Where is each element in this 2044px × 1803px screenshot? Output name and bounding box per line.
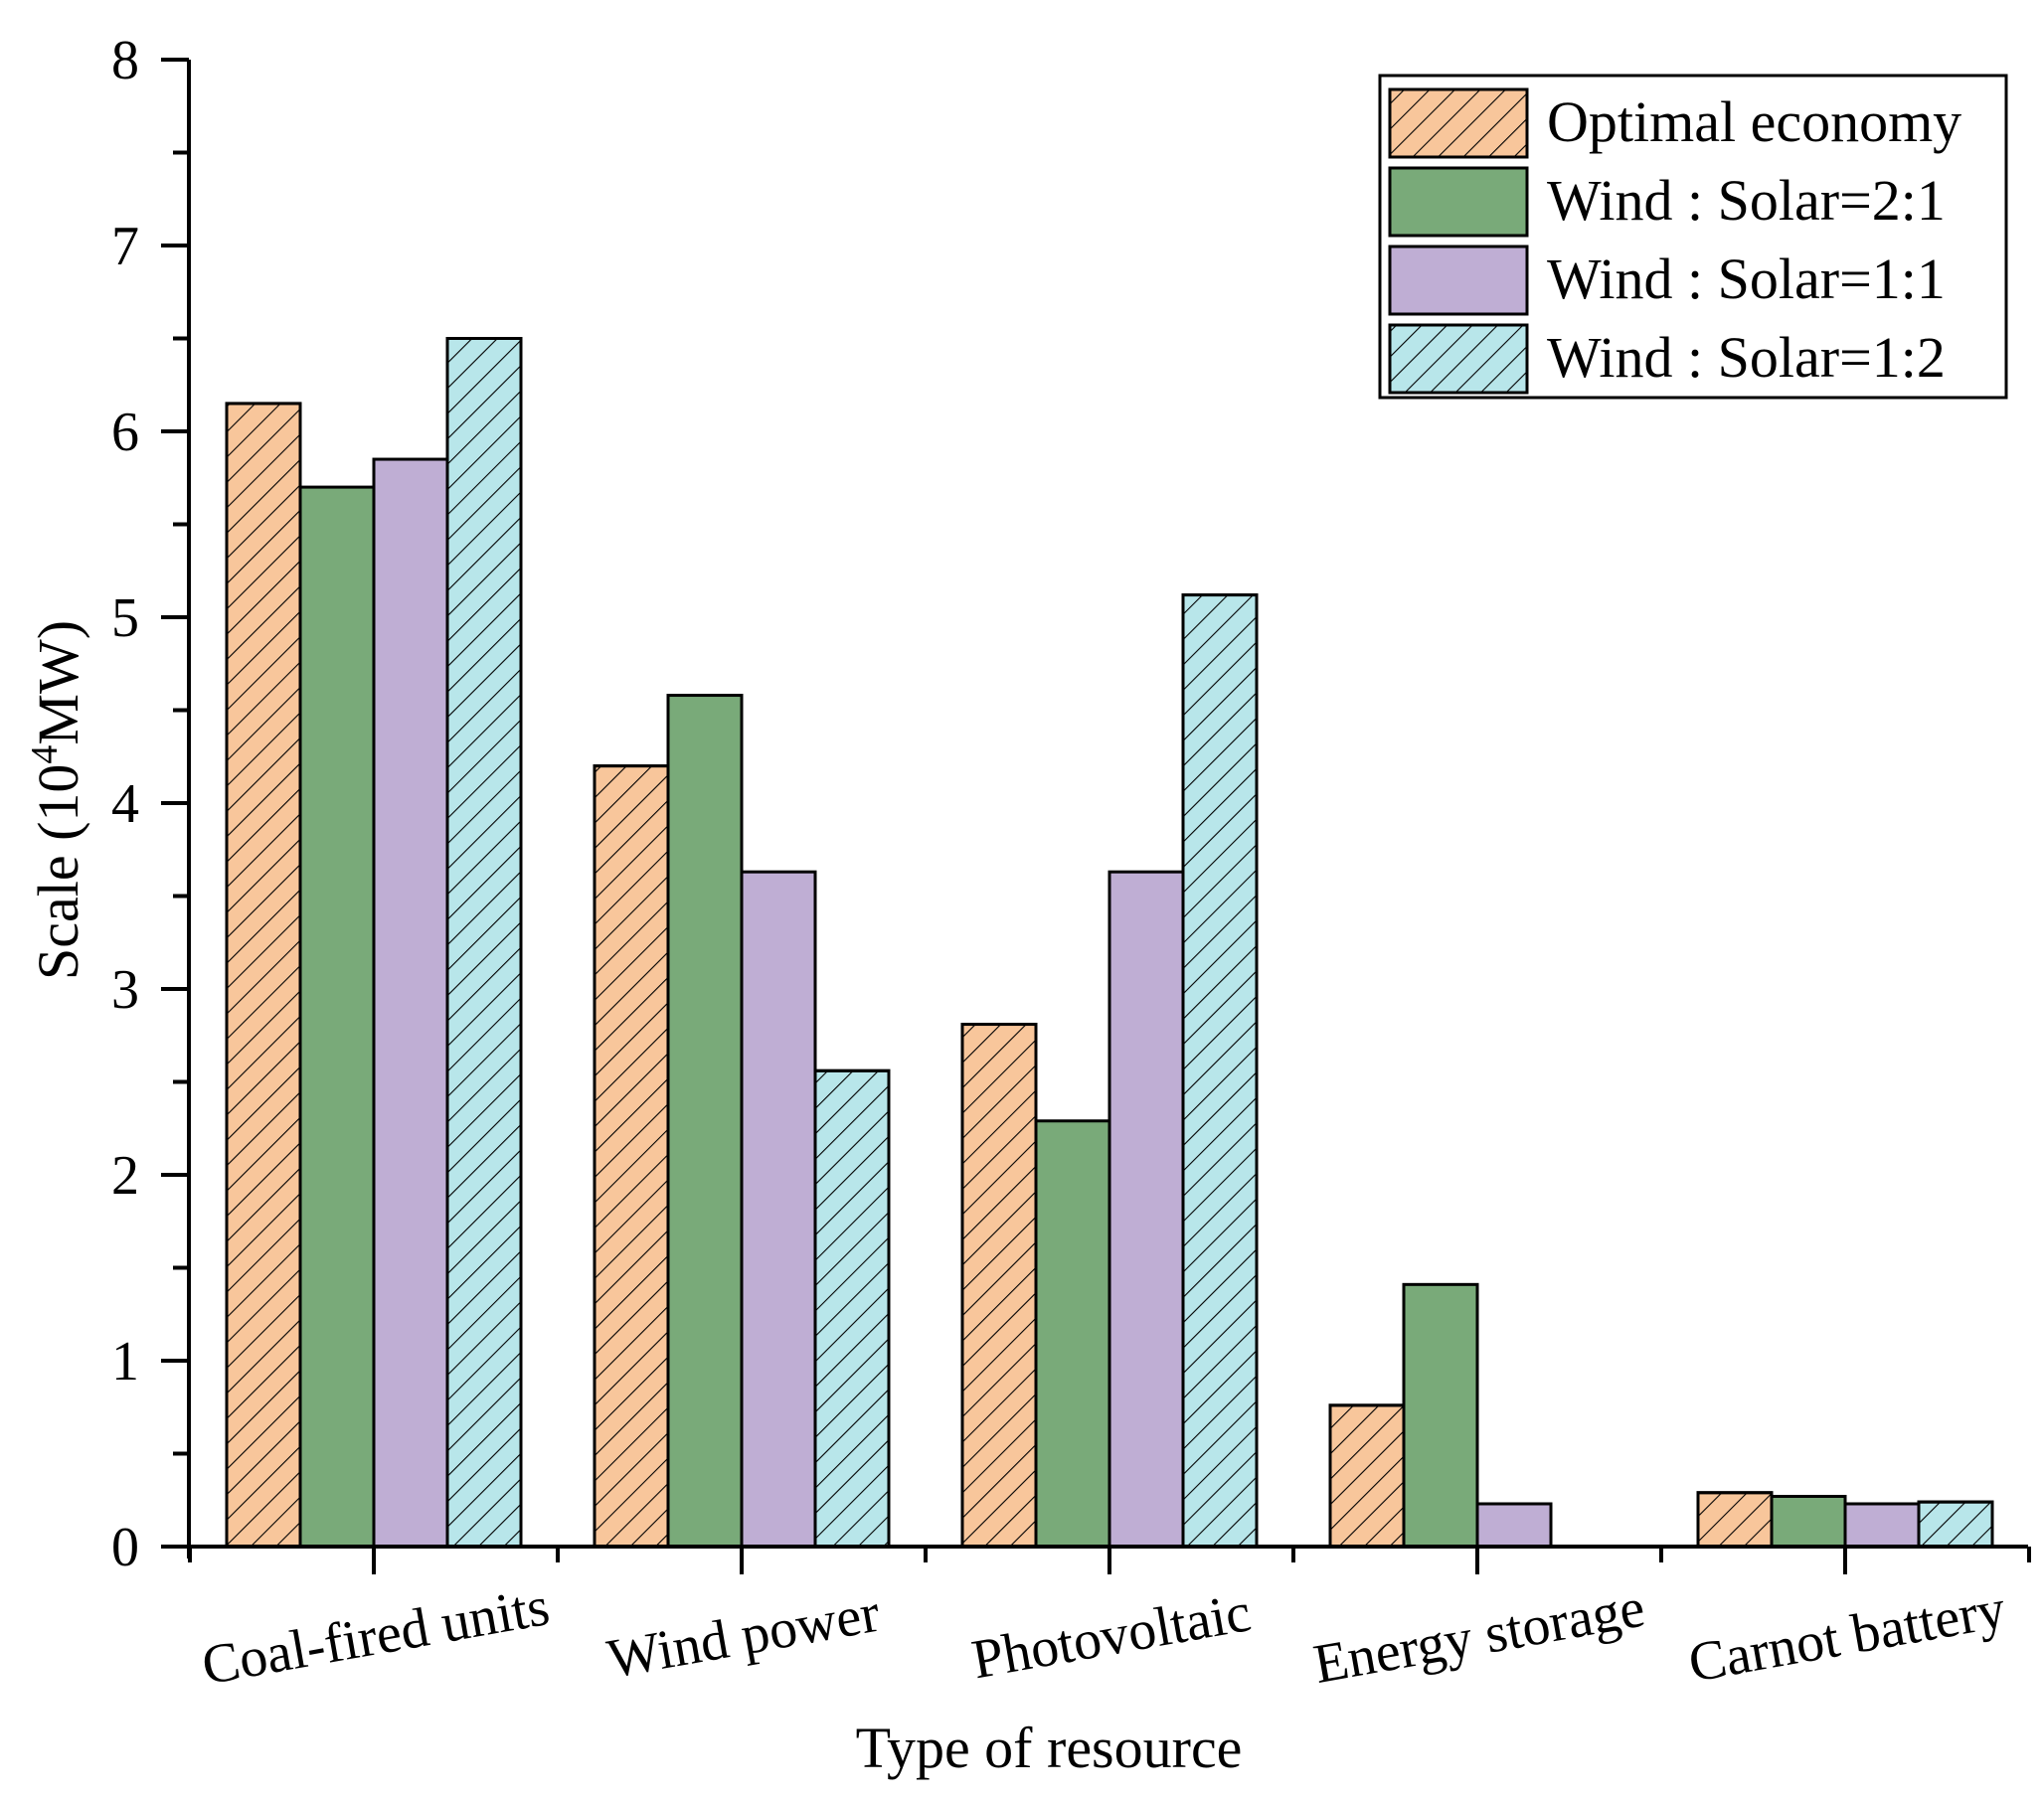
x-tick-label-1: Wind power	[603, 1582, 885, 1691]
y-axis-title-main: Scale (10	[26, 764, 90, 980]
x-axis: Coal-fired units Wind power Photovoltaic En…	[188, 1545, 2031, 1697]
y-tick-label: 7	[111, 216, 139, 277]
bar-hatch-3-0	[1328, 1403, 1406, 1549]
bar-hatch-4-3	[1917, 1500, 1994, 1549]
y-tick-label: 0	[111, 1517, 139, 1578]
bar-1-2	[740, 870, 817, 1549]
bar-0-1	[298, 485, 376, 1549]
legend-swatch-hatch-3	[1388, 323, 1529, 395]
bar-2-2	[1107, 870, 1185, 1549]
bars-group	[225, 337, 1994, 1549]
bar-hatch-0-0	[225, 402, 302, 1549]
legend-label-0: Optimal economy	[1547, 89, 1961, 154]
legend: Optimal economy Wind : Solar=2:1 Wind : So…	[1378, 74, 2008, 400]
x-tick-label-0: Coal-fired units	[198, 1575, 554, 1697]
bar-hatch-2-3	[1181, 593, 1259, 1549]
bar-hatch-1-0	[593, 764, 670, 1549]
y-axis-title-superscript: 4	[24, 745, 66, 764]
x-tick-label-2: Photovoltaic	[967, 1581, 1256, 1691]
bar-hatch-0-3	[445, 337, 523, 1549]
bar-hatch-4-0	[1696, 1491, 1774, 1549]
legend-label-2: Wind : Solar=1:1	[1547, 246, 1946, 311]
y-axis-title: Scale (104MW)	[24, 620, 90, 980]
y-tick-label: 1	[111, 1331, 139, 1393]
x-tick-label-3: Energy storage	[1309, 1577, 1649, 1696]
y-tick-label: 8	[111, 30, 139, 91]
bar-4-2	[1843, 1502, 1921, 1549]
bar-hatch-1-3	[813, 1068, 891, 1549]
legend-swatch-hatch-0	[1388, 87, 1529, 159]
y-tick-label: 6	[111, 402, 139, 463]
x-axis-title: Type of resource	[856, 1716, 1243, 1780]
bar-4-1	[1770, 1495, 1847, 1549]
legend-swatch-1	[1388, 166, 1529, 238]
legend-label-3: Wind : Solar=1:2	[1547, 325, 1946, 390]
y-tick-label: 5	[111, 587, 139, 649]
bar-2-1	[1034, 1119, 1111, 1549]
bar-hatch-2-0	[960, 1023, 1038, 1549]
x-tick-label-4: Carnot battery	[1684, 1578, 2010, 1695]
y-tick-label: 4	[111, 773, 139, 835]
y-tick-label: 2	[111, 1145, 139, 1207]
y-tick-label: 3	[111, 959, 139, 1021]
legend-swatch-2	[1388, 245, 1529, 316]
bar-3-1	[1402, 1282, 1479, 1549]
y-axis: 0 1 2 3 4 5 6 7 8	[111, 30, 191, 1578]
bar-1-1	[666, 694, 744, 1549]
bar-3-2	[1475, 1502, 1553, 1549]
legend-label-1: Wind : Solar=2:1	[1547, 168, 1946, 233]
bar-0-2	[372, 457, 449, 1549]
y-axis-title-unit: MW)	[26, 620, 90, 745]
